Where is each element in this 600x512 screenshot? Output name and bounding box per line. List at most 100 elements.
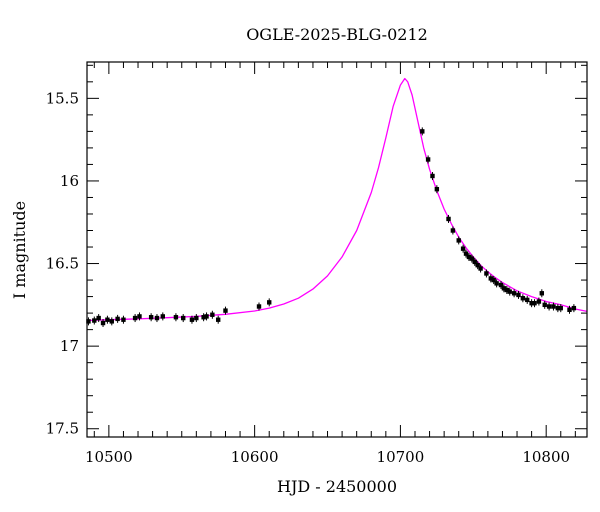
data-point: [173, 313, 179, 322]
data-point: [504, 285, 510, 294]
data-marker: [498, 282, 504, 288]
data-marker: [189, 317, 195, 322]
data-marker: [507, 289, 512, 294]
data-marker: [100, 320, 106, 326]
x-tick-label: 10600: [231, 448, 279, 466]
data-marker: [546, 304, 552, 309]
data-marker: [529, 300, 534, 306]
data-marker: [571, 305, 577, 311]
data-marker: [567, 307, 572, 312]
chart-title: OGLE-2025-BLG-0212: [246, 25, 428, 44]
data-point: [498, 281, 504, 290]
data-marker: [256, 304, 262, 309]
data-marker: [460, 246, 466, 251]
data-point: [420, 127, 425, 136]
x-tick-label: 10700: [377, 448, 425, 466]
data-point: [148, 313, 154, 322]
data-marker: [86, 319, 91, 324]
data-point: [86, 317, 91, 326]
data-point: [466, 252, 472, 261]
data-marker: [478, 266, 483, 271]
data-point: [546, 302, 552, 311]
data-marker: [472, 259, 477, 265]
data-marker: [494, 281, 499, 286]
data-point: [215, 315, 221, 324]
y-tick-label: 16: [60, 172, 79, 190]
axis-ticks: [87, 62, 587, 437]
data-point: [92, 316, 97, 325]
data-marker: [430, 173, 435, 179]
x-tick-label: 10500: [85, 448, 133, 466]
data-point: [475, 261, 480, 270]
tick-labels: 10500 10600 10700 10800 15.5 16 16.5 17 17.5: [46, 89, 570, 466]
data-marker: [425, 157, 431, 162]
data-point: [501, 284, 507, 293]
data-point: [132, 314, 138, 323]
data-point: [460, 244, 466, 253]
model-curve: [86, 77, 588, 322]
data-point: [121, 315, 126, 324]
data-marker: [210, 312, 215, 317]
data-marker: [504, 287, 510, 293]
data-point: [525, 295, 530, 304]
data-marker: [539, 291, 545, 296]
data-marker: [115, 316, 120, 322]
data-marker: [484, 271, 489, 276]
data-marker: [105, 317, 110, 322]
data-point: [109, 317, 114, 326]
data-marker: [469, 256, 475, 261]
data-point: [571, 304, 577, 313]
data-marker: [137, 314, 142, 319]
data-marker: [96, 315, 101, 321]
data-marker: [456, 238, 461, 243]
data-point: [516, 290, 521, 299]
data-point: [189, 315, 195, 324]
data-point: [478, 264, 483, 273]
data-point: [210, 310, 215, 319]
data-point: [201, 313, 206, 322]
data-marker: [109, 319, 114, 324]
data-point: [555, 304, 561, 313]
data-point: [491, 276, 496, 285]
data-point: [529, 299, 534, 308]
data-point: [160, 312, 166, 321]
data-point: [434, 185, 440, 194]
data-point: [469, 254, 475, 263]
data-point: [551, 302, 556, 311]
data-marker: [181, 315, 186, 321]
data-point: [181, 314, 186, 323]
data-point: [100, 319, 106, 328]
data-marker: [511, 291, 517, 296]
data-point: [542, 300, 547, 309]
data-point: [425, 155, 431, 164]
data-marker: [555, 305, 561, 311]
y-tick-label: 17: [60, 337, 79, 355]
data-point: [494, 279, 499, 288]
data-marker: [501, 286, 507, 291]
data-marker: [475, 262, 480, 268]
data-point: [267, 298, 272, 307]
data-point: [256, 302, 262, 311]
data-point: [472, 257, 477, 266]
data-point: [456, 236, 461, 245]
data-marker: [516, 292, 521, 298]
data-point: [154, 314, 160, 323]
data-point: [511, 289, 517, 298]
data-marker: [204, 314, 209, 319]
data-marker: [173, 315, 179, 320]
data-marker: [215, 317, 221, 322]
data-point: [558, 304, 563, 313]
data-marker: [488, 276, 493, 281]
data-point: [194, 314, 199, 323]
data-marker: [491, 277, 496, 283]
data-marker: [148, 315, 154, 320]
data-marker: [558, 305, 563, 311]
data-marker: [194, 315, 199, 321]
y-tick-label: 15.5: [46, 89, 79, 107]
data-point: [450, 226, 456, 235]
data-point: [536, 297, 542, 306]
data-point: [484, 269, 489, 278]
x-axis-label: HJD - 2450000: [277, 477, 397, 496]
data-marker: [536, 299, 542, 304]
